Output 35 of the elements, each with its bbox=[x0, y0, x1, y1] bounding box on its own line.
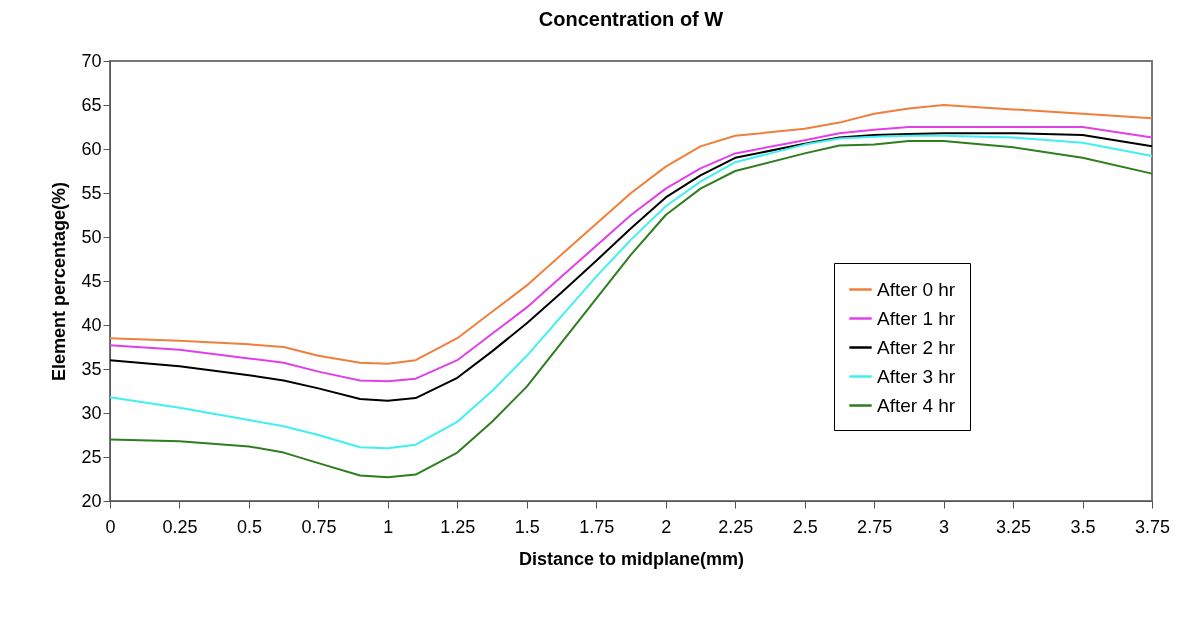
x-tick-label: 2.25 bbox=[718, 516, 754, 537]
y-tick-label: 35 bbox=[81, 358, 102, 379]
x-tick-label: 0.75 bbox=[301, 516, 337, 537]
chart-title: Concentration of W bbox=[538, 8, 724, 30]
x-tick-label: 2.75 bbox=[857, 516, 893, 537]
y-axis-title: Element percentage(%) bbox=[49, 181, 70, 382]
y-tick-label: 50 bbox=[81, 226, 102, 247]
legend-label: After 1 hr bbox=[877, 307, 956, 329]
x-tick-label: 0.5 bbox=[236, 516, 262, 537]
x-tick-label: 3.5 bbox=[1070, 516, 1096, 537]
y-tick-label: 25 bbox=[81, 446, 102, 467]
y-tick-label: 40 bbox=[81, 314, 102, 335]
y-tick-label: 65 bbox=[81, 94, 102, 115]
legend-label: After 4 hr bbox=[877, 394, 956, 416]
x-tick-label: 1.5 bbox=[514, 516, 540, 537]
x-tick-label: 0.25 bbox=[162, 516, 198, 537]
y-tick-label: 55 bbox=[81, 182, 102, 203]
y-tick-label: 60 bbox=[81, 138, 102, 159]
legend-label: After 3 hr bbox=[877, 365, 956, 387]
legend-label: After 2 hr bbox=[877, 336, 956, 358]
x-tick-label: 2 bbox=[661, 516, 672, 537]
x-tick-label: 2.5 bbox=[792, 516, 818, 537]
y-tick-label: 20 bbox=[81, 490, 102, 511]
x-tick-label: 3.25 bbox=[996, 516, 1032, 537]
x-tick-label: 3.75 bbox=[1134, 516, 1171, 537]
y-tick-label: 30 bbox=[81, 402, 102, 423]
y-tick-label: 70 bbox=[81, 50, 102, 71]
y-tick-label: 45 bbox=[81, 270, 102, 291]
x-tick-label: 1 bbox=[383, 516, 394, 537]
x-tick-label: 1.25 bbox=[440, 516, 476, 537]
legend-label: After 0 hr bbox=[877, 278, 956, 300]
x-tick-label: 0 bbox=[105, 516, 116, 537]
x-axis-title: Distance to midplane(mm) bbox=[518, 548, 745, 569]
x-tick-label: 1.75 bbox=[579, 516, 615, 537]
x-tick-label: 3 bbox=[939, 516, 950, 537]
